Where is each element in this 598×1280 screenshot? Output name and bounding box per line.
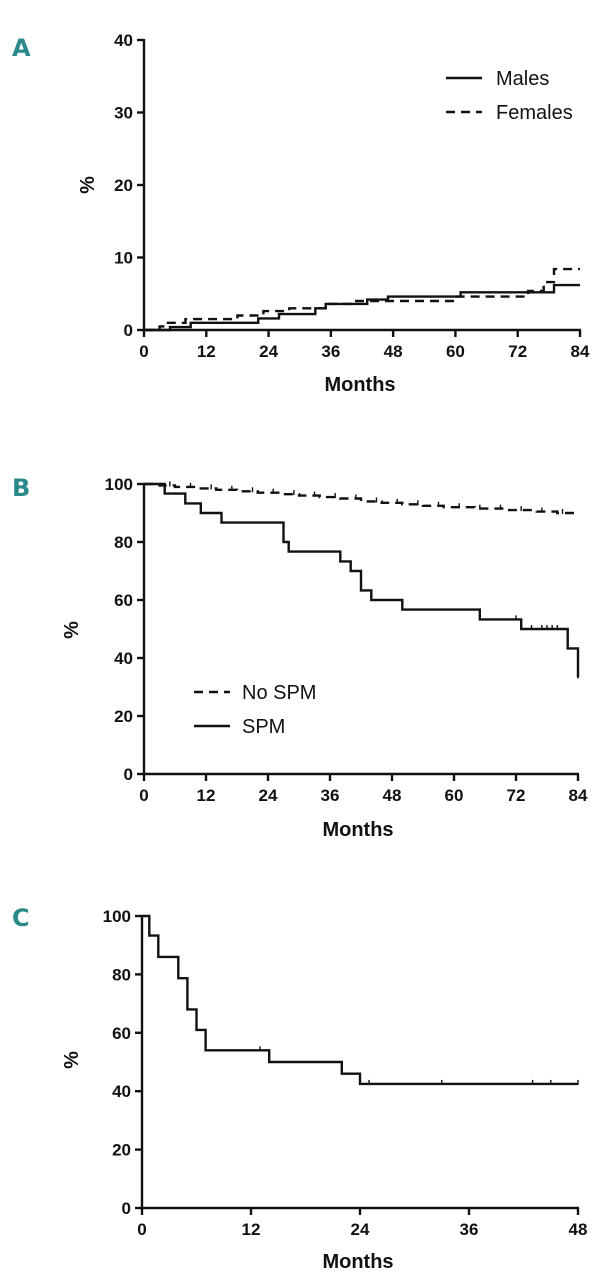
panel-a-x-tick-label: 12 — [197, 342, 216, 361]
panel-c-axes: 0 20 40 60 80 100 0 12 24 36 48 — [103, 907, 588, 1239]
panel-b-x-axis-title: Months — [322, 819, 393, 841]
panel-b-y-tick-label: 100 — [105, 475, 133, 494]
panel-c-x-tick-label: 48 — [569, 1220, 588, 1239]
panel-b-x-tick-label: 60 — [445, 786, 464, 805]
panel-b-x-tick-label: 24 — [259, 786, 278, 805]
panel-a-y-tick-label: 30 — [114, 104, 133, 123]
panel-letter-a: A — [12, 34, 31, 62]
panel-c-y-tick-label: 60 — [112, 1024, 131, 1043]
panel-c-y-tick-label: 100 — [103, 907, 131, 926]
panel-b-y-tick-label: 80 — [114, 533, 133, 552]
panel-b-x-tick-label: 84 — [569, 786, 588, 805]
panel-c-y-tick-label: 0 — [122, 1199, 131, 1218]
panel-b-y-tick-label: 60 — [114, 591, 133, 610]
panel-c-series-survival-line — [142, 914, 578, 1086]
panel-b-series-spm-line — [144, 482, 580, 678]
panel-b-x-tick-label: 72 — [507, 786, 526, 805]
panel-b-x-tick-label: 12 — [197, 786, 216, 805]
panel-a-x-tick-label: 84 — [571, 342, 590, 361]
panel-a-x-tick-label: 72 — [508, 342, 527, 361]
panel-b-y-tick-label: 40 — [114, 649, 133, 668]
panel-b-axes: 0 20 40 60 80 100 0 12 24 36 48 60 72 84 — [105, 475, 588, 805]
panel-a-y-tick-label: 0 — [124, 321, 133, 340]
panel-c-chart: 0 20 40 60 80 100 0 12 24 36 48 Months % — [61, 907, 587, 1273]
panel-a-x-tick-label: 48 — [384, 342, 403, 361]
panel-b-x-tick-label: 48 — [383, 786, 402, 805]
panel-a-legend-label-females: Females — [496, 102, 573, 124]
panel-a-chart: 0 10 20 30 40 0 12 24 36 48 60 72 84 Months % Males … — [77, 31, 590, 396]
panel-a-x-tick-label: 24 — [259, 342, 278, 361]
panel-b-x-tick-label: 0 — [139, 786, 148, 805]
panel-a-x-tick-label: 36 — [321, 342, 340, 361]
panel-b-chart: 0 20 40 60 80 100 0 12 24 36 48 60 72 84 Months % No … — [61, 475, 588, 841]
panel-b-y-tick-label: 0 — [124, 765, 133, 784]
panel-b-y-tick-label: 20 — [114, 707, 133, 726]
panel-c-x-tick-label: 36 — [460, 1220, 479, 1239]
panel-a-y-axis-title: % — [77, 176, 99, 194]
panel-c-series — [142, 914, 579, 1086]
panel-c-y-tick-label: 80 — [112, 965, 131, 984]
panel-c-x-tick-label: 12 — [242, 1220, 261, 1239]
panel-c-y-axis-title: % — [61, 1051, 83, 1069]
panel-letter-c: C — [12, 904, 30, 932]
panel-letter-b: B — [12, 474, 30, 502]
panel-b-series-no-spm-line — [144, 482, 578, 515]
panel-a-legend: Males Females — [446, 68, 573, 124]
panel-b-x-tick-label: 36 — [321, 786, 340, 805]
panel-c-x-tick-label: 0 — [137, 1220, 146, 1239]
panel-b-legend: No SPM SPM — [194, 682, 316, 738]
panel-a-x-axis-title: Months — [324, 374, 395, 396]
panel-c-y-tick-label: 20 — [112, 1141, 131, 1160]
panel-a-y-tick-label: 40 — [114, 31, 133, 50]
panel-b-series — [144, 481, 580, 679]
panel-a-series-females-line — [144, 267, 580, 332]
panel-c-x-tick-label: 24 — [351, 1220, 370, 1239]
panel-a-y-tick-label: 20 — [114, 176, 133, 195]
panel-a-series — [144, 267, 580, 332]
panel-c-x-axis-title: Months — [322, 1251, 393, 1273]
panel-a-x-tick-label: 0 — [139, 342, 148, 361]
panel-b-y-axis-title: % — [61, 621, 83, 639]
panel-b-legend-label-spm: SPM — [242, 716, 285, 738]
panel-a-axes: 0 10 20 30 40 0 12 24 36 48 60 72 84 — [114, 31, 590, 361]
panel-a-x-tick-label: 60 — [446, 342, 465, 361]
panel-a-y-tick-label: 10 — [114, 249, 133, 268]
panel-b-legend-label-no-spm: No SPM — [242, 682, 316, 704]
panel-a-series-males-line — [144, 283, 580, 332]
panel-c-y-tick-label: 40 — [112, 1082, 131, 1101]
panel-a-legend-label-males: Males — [496, 68, 549, 90]
